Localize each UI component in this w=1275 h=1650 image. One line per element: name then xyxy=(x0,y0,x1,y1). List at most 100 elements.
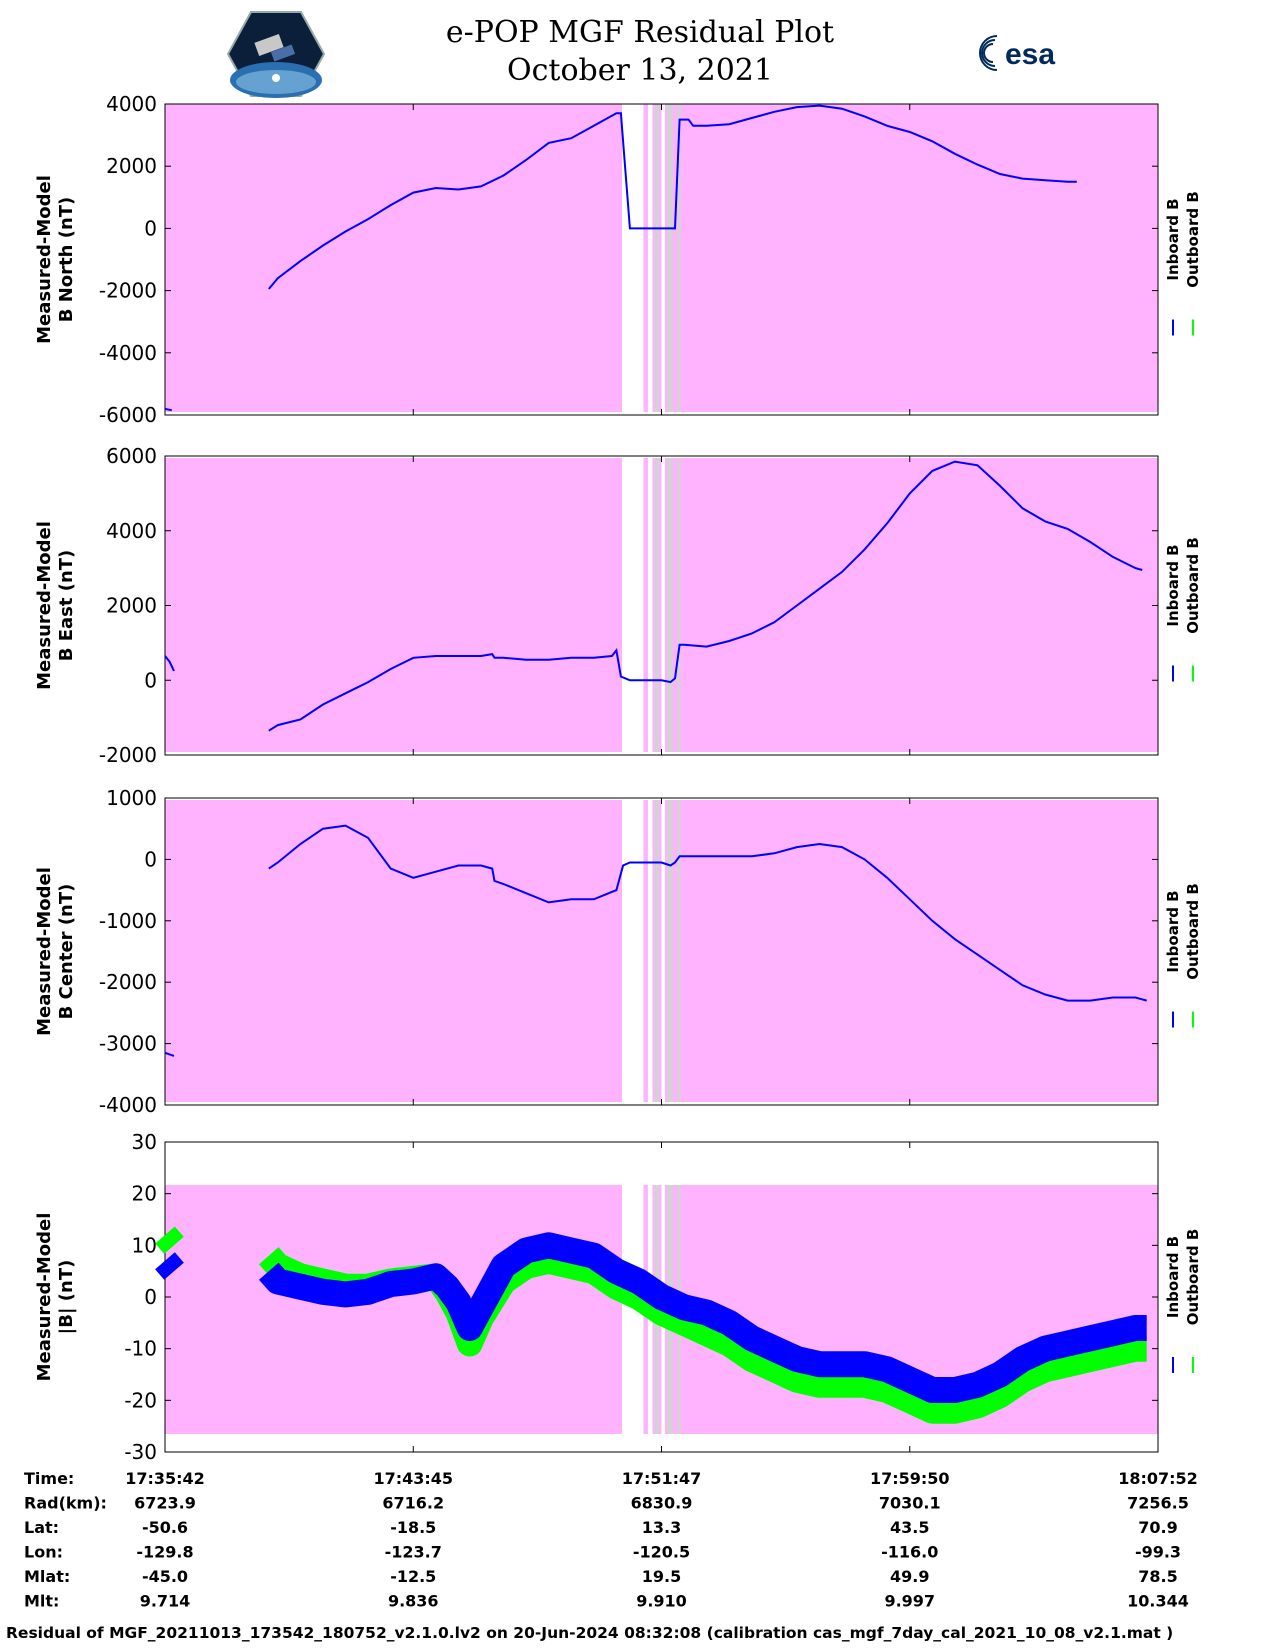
series-line xyxy=(164,407,173,412)
y-tick-label: 0 xyxy=(144,668,157,692)
info-cell: 18:07:52 xyxy=(1118,1469,1198,1488)
data-gap xyxy=(677,104,681,412)
y-tick-label: -4000 xyxy=(99,1093,157,1117)
info-cell: -45.0 xyxy=(142,1567,188,1586)
series-line xyxy=(268,104,1077,290)
info-cell: 17:59:50 xyxy=(870,1469,950,1488)
y-tick-label: -30 xyxy=(124,1440,157,1464)
legend-outboard-label: Outboard B xyxy=(1184,883,1202,980)
series-line xyxy=(164,1051,175,1057)
y-tick-label: 0 xyxy=(144,1285,157,1309)
info-row-label: Lat: xyxy=(24,1518,59,1537)
legend-inboard-label: Inboard B xyxy=(1164,544,1182,626)
data-gap xyxy=(677,800,681,1102)
info-cell: -12.5 xyxy=(390,1567,436,1586)
info-cell: -99.3 xyxy=(1135,1543,1181,1562)
y-tick-label: 4000 xyxy=(106,92,157,116)
legend-outboard-label: Outboard B xyxy=(1184,191,1202,288)
data-gap xyxy=(654,800,660,1102)
y-tick-label: 4000 xyxy=(106,519,157,543)
info-row-label: Mlt: xyxy=(24,1592,59,1611)
y-axis-label-line1: Measured-Model xyxy=(34,521,55,690)
info-cell: -116.0 xyxy=(881,1543,938,1562)
y-tick-label: -2000 xyxy=(99,970,157,994)
y-tick-label: 1000 xyxy=(106,786,157,810)
data-gap xyxy=(647,104,653,412)
y-axis-label-line1: Measured-Model xyxy=(34,1213,55,1382)
y-tick-label: -4000 xyxy=(99,341,157,365)
info-row-label: Mlat: xyxy=(24,1567,70,1586)
legend-inboard-label: Inboard B xyxy=(1164,1236,1182,1318)
data-gap xyxy=(647,800,653,1102)
y-axis-label-line2: |B| (nT) xyxy=(56,1260,77,1335)
y-tick-label: 0 xyxy=(144,216,157,240)
info-cell: -120.5 xyxy=(633,1543,690,1562)
plot-title: e-POP MGF Residual Plot xyxy=(445,15,835,50)
data-gap xyxy=(622,800,644,1102)
info-cell: 17:35:42 xyxy=(125,1469,205,1488)
info-cell: -129.8 xyxy=(136,1543,193,1562)
series-line xyxy=(164,655,175,672)
data-gap xyxy=(661,800,665,1102)
info-cell: 13.3 xyxy=(642,1518,681,1537)
esa-logo-text: esa xyxy=(1005,38,1055,71)
data-gap xyxy=(647,458,653,752)
info-cell: 78.5 xyxy=(1138,1567,1177,1586)
info-cell: -50.6 xyxy=(142,1518,188,1537)
info-cell: 19.5 xyxy=(642,1567,681,1586)
data-gap xyxy=(667,104,673,412)
plot-date: October 13, 2021 xyxy=(507,53,773,88)
info-cell: 6716.2 xyxy=(382,1494,444,1513)
series-band xyxy=(155,1252,184,1280)
y-tick-label: -2000 xyxy=(99,743,157,767)
data-gap xyxy=(667,458,673,752)
y-axis-label-line2: B East (nT) xyxy=(56,550,77,662)
data-gap xyxy=(677,458,681,752)
info-cell: 9.910 xyxy=(636,1592,687,1611)
series-band xyxy=(259,1232,1149,1403)
data-gap xyxy=(654,458,660,752)
y-tick-label: -3000 xyxy=(99,1032,157,1056)
legend-inboard-label: Inboard B xyxy=(1164,198,1182,280)
info-row-label: Lon: xyxy=(24,1543,63,1562)
info-cell: 9.836 xyxy=(388,1592,439,1611)
data-gap xyxy=(667,800,673,1102)
data-gap xyxy=(661,458,665,752)
legend-outboard-label: Outboard B xyxy=(1184,537,1202,634)
info-cell: 7030.1 xyxy=(879,1494,941,1513)
data-gap xyxy=(622,458,644,752)
series-line xyxy=(268,460,1143,732)
y-tick-label: -1000 xyxy=(99,909,157,933)
y-tick-label: 6000 xyxy=(106,444,157,468)
info-cell: 9.714 xyxy=(140,1592,191,1611)
footer-caption: Residual of MGF_20211013_173542_180752_v… xyxy=(6,1624,1174,1642)
info-cell: 6723.9 xyxy=(134,1494,196,1513)
info-cell: 43.5 xyxy=(890,1518,929,1537)
info-row-label: Time: xyxy=(24,1469,74,1488)
y-axis-label-line2: B North (nT) xyxy=(56,197,77,323)
cassiope-logo xyxy=(226,10,326,98)
data-gap xyxy=(654,104,660,412)
legend-outboard-label: Outboard B xyxy=(1184,1229,1202,1326)
y-tick-label: 2000 xyxy=(106,154,157,178)
data-gap xyxy=(622,104,644,412)
info-cell: -18.5 xyxy=(390,1518,436,1537)
y-tick-label: 20 xyxy=(132,1182,157,1206)
y-tick-label: 10 xyxy=(132,1233,157,1257)
y-tick-label: 30 xyxy=(132,1130,157,1154)
title-block: e-POP MGF Residual Plot October 13, 2021 xyxy=(300,14,980,90)
y-tick-label: -6000 xyxy=(99,403,157,427)
info-cell: 6830.9 xyxy=(631,1494,693,1513)
data-gap xyxy=(622,1185,644,1434)
info-row-label: Rad(km): xyxy=(24,1494,107,1513)
series-band xyxy=(155,1226,184,1254)
esa-logo: esa xyxy=(975,30,1095,76)
info-cell: 17:51:47 xyxy=(622,1469,702,1488)
legend-inboard-label: Inboard B xyxy=(1164,890,1182,972)
y-axis-label-line1: Measured-Model xyxy=(34,175,55,344)
info-cell: 17:43:45 xyxy=(373,1469,453,1488)
y-axis-label-line2: B Center (nT) xyxy=(56,884,77,1020)
info-cell: -123.7 xyxy=(385,1543,442,1562)
info-cell: 7256.5 xyxy=(1127,1494,1189,1513)
